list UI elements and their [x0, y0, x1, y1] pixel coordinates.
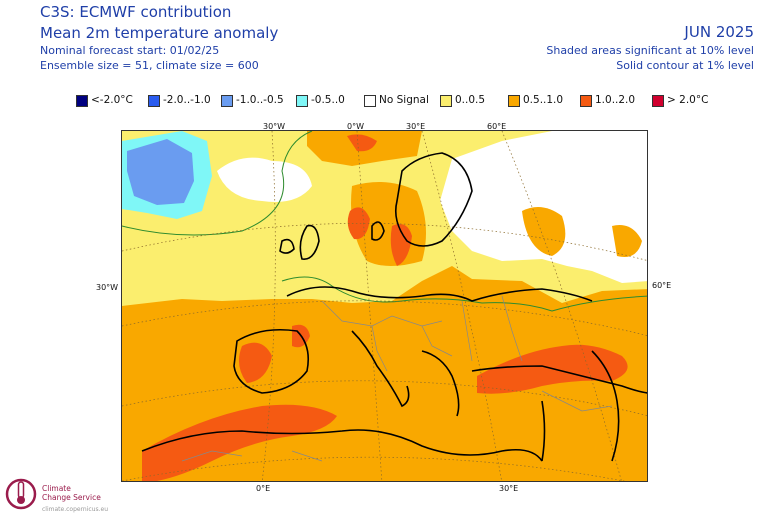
strong-anomaly	[347, 134, 377, 152]
forecast-month: JUN 2025	[684, 23, 754, 41]
legend-label: No Signal	[379, 94, 429, 106]
legend-swatch	[296, 95, 308, 107]
lon-label-left: 30°W	[96, 283, 119, 292]
legend-swatch	[652, 95, 664, 107]
legend-swatch	[148, 95, 160, 107]
lon-label-right: 60°E	[652, 281, 672, 290]
legend-swatch	[580, 95, 592, 107]
coastline	[141, 152, 647, 462]
significance-shaded-note: Shaded areas significant at 10% level	[546, 44, 754, 57]
lon-label-top: 0°W	[347, 122, 364, 131]
legend-swatch	[76, 95, 88, 107]
strong-anomaly	[390, 223, 412, 266]
thermometer-globe-icon	[5, 478, 37, 510]
map-subtitle: Mean 2m temperature anomaly	[40, 24, 279, 42]
lon-label-bottom: 30°E	[499, 484, 519, 493]
copernicus-logo: Climate Change Service climate.copernicu…	[4, 474, 124, 518]
legend-label: -1.0..-0.5	[236, 94, 284, 106]
no-signal-area	[440, 131, 647, 283]
legend-label: 0..0.5	[455, 94, 486, 106]
legend-swatch	[508, 95, 520, 107]
legend-label: <-2.0°C	[91, 94, 133, 106]
map-title: C3S: ECMWF contribution	[40, 3, 232, 21]
logo-url: climate.copernicus.eu	[42, 506, 109, 513]
lon-label-top: 30°E	[406, 122, 426, 131]
significance-contour	[281, 276, 647, 312]
legend-label: 0.5..1.0	[523, 94, 564, 106]
map-canvas	[122, 131, 647, 481]
logo-text: Change Service	[42, 493, 101, 502]
legend-label: -2.0..-1.0	[163, 94, 211, 106]
forecast-start-text: Nominal forecast start: 01/02/25	[40, 44, 220, 57]
legend-swatch	[221, 95, 233, 107]
ensemble-size-text: Ensemble size = 51, climate size = 600	[40, 59, 259, 72]
lon-label-top: 60°E	[487, 122, 507, 131]
legend-swatch	[364, 95, 376, 107]
significance-contour	[122, 131, 313, 236]
anomaly-map	[121, 130, 648, 482]
legend-swatch	[440, 95, 452, 107]
legend-label: 1.0..2.0	[595, 94, 636, 106]
legend-label: > 2.0°C	[667, 94, 709, 106]
logo-text: Climate	[42, 484, 71, 493]
graticule	[122, 131, 647, 481]
significance-contour-note: Solid contour at 1% level	[616, 59, 754, 72]
lon-label-top: 30°W	[263, 122, 286, 131]
anomaly-shading	[612, 225, 642, 257]
strong-anomaly	[142, 404, 337, 481]
country-border	[181, 295, 613, 462]
strong-anomaly	[238, 342, 272, 383]
negative-anomaly	[127, 139, 194, 205]
lon-label-bottom: 0°E	[256, 484, 271, 493]
no-signal-area	[217, 157, 312, 202]
anomaly-shading	[522, 207, 566, 256]
legend-label: -0.5..0	[311, 94, 345, 106]
